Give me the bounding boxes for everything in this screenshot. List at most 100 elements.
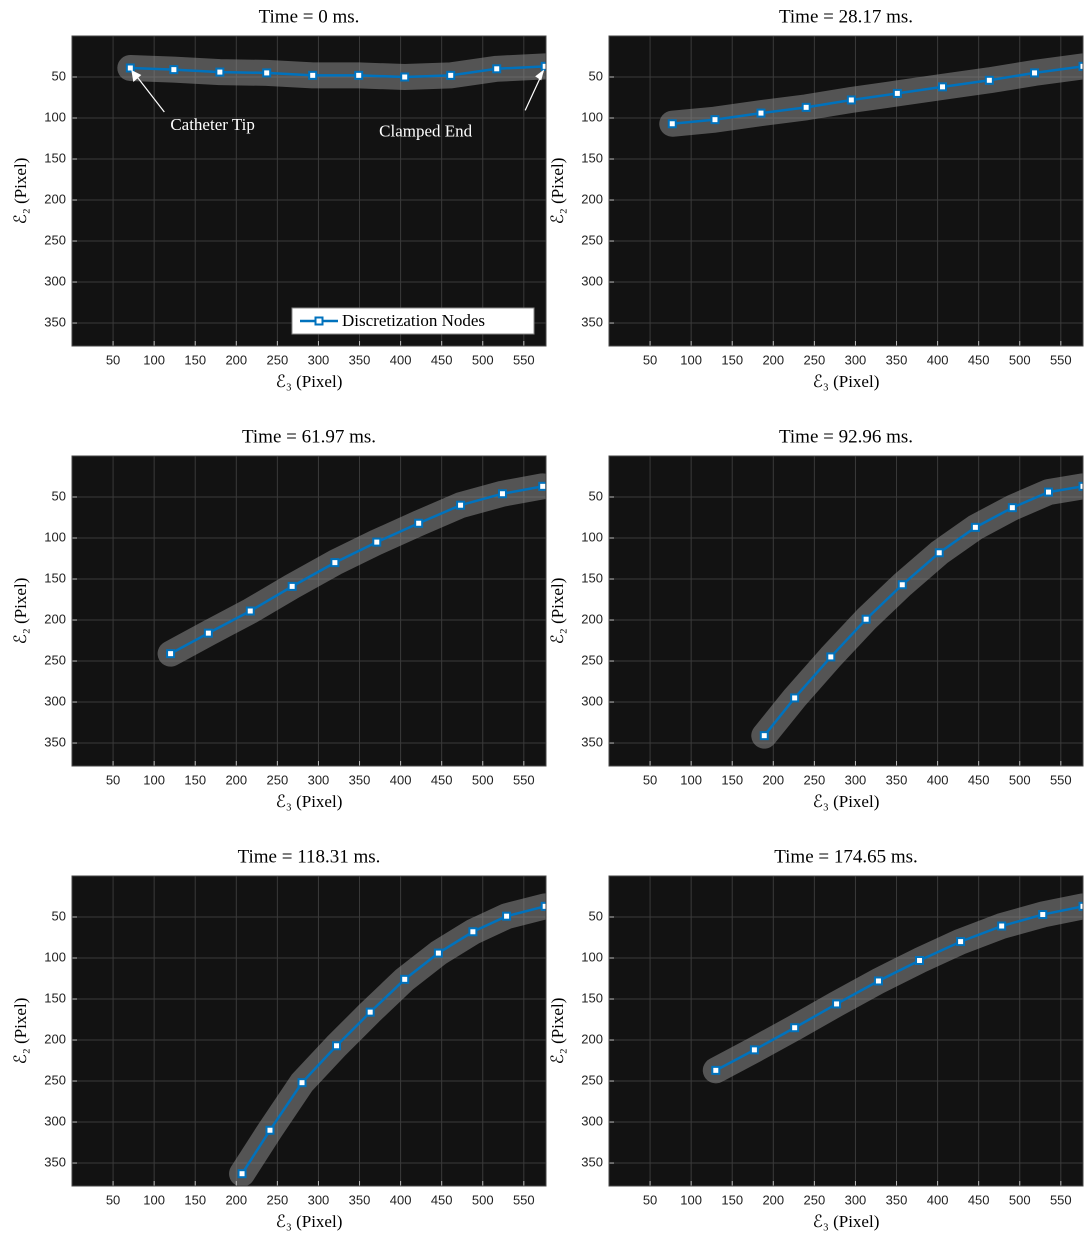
node-marker [373, 539, 380, 546]
node-marker [266, 1127, 273, 1134]
y-tick-label: 100 [581, 109, 603, 124]
node-marker [469, 928, 476, 935]
x-tick-label: 300 [845, 1192, 867, 1207]
x-tick-label: 450 [968, 1192, 990, 1207]
y-tick-label: 300 [581, 1113, 603, 1128]
node-marker [542, 63, 549, 70]
x-tick-label: 250 [267, 772, 289, 787]
node-marker [539, 483, 546, 490]
y-tick-label: 250 [581, 232, 603, 247]
y-tick-label: 250 [581, 1072, 603, 1087]
y-tick-label: 300 [44, 693, 66, 708]
x-tick-label: 450 [431, 352, 453, 367]
y-tick-label: 50 [52, 68, 66, 83]
y-tick-label: 150 [581, 150, 603, 165]
chart-title: Time = 61.97 ms. [242, 426, 376, 447]
node-marker [791, 1024, 798, 1031]
node-marker [957, 938, 964, 945]
x-tick-label: 450 [431, 772, 453, 787]
x-tick-label: 250 [804, 352, 826, 367]
node-marker [167, 650, 174, 657]
x-tick-label: 150 [184, 1192, 206, 1207]
node-marker [355, 72, 362, 79]
x-tick-label: 50 [643, 352, 657, 367]
node-marker [435, 950, 442, 957]
chart-title: Time = 0 ms. [259, 6, 360, 27]
y-axis-label: ℰ₂ (Pixel) [11, 998, 30, 1065]
y-tick-label: 150 [581, 570, 603, 585]
x-tick-label: 250 [804, 1192, 826, 1207]
legend-marker [316, 318, 323, 325]
y-tick-label: 100 [44, 529, 66, 544]
x-tick-label: 500 [1009, 1192, 1031, 1207]
node-marker [367, 1009, 374, 1016]
x-axis-label: ℰ₃ (Pixel) [276, 1212, 343, 1231]
x-tick-label: 550 [513, 352, 535, 367]
x-axis-label: ℰ₃ (Pixel) [276, 792, 343, 811]
x-tick-label: 150 [721, 1192, 743, 1207]
node-marker [1039, 911, 1046, 918]
node-marker [216, 69, 223, 76]
legend-label: Discretization Nodes [342, 311, 485, 330]
y-tick-label: 150 [581, 990, 603, 1005]
x-tick-label: 100 [143, 352, 165, 367]
y-tick-label: 350 [581, 314, 603, 329]
x-tick-label: 200 [762, 1192, 784, 1207]
node-marker [331, 559, 338, 566]
node-marker [1045, 489, 1052, 496]
y-tick-label: 250 [44, 652, 66, 667]
node-marker [899, 581, 906, 588]
node-marker [827, 653, 834, 660]
y-tick-label: 350 [44, 314, 66, 329]
x-tick-label: 400 [927, 352, 949, 367]
x-tick-label: 250 [804, 772, 826, 787]
node-marker [289, 583, 296, 590]
x-tick-label: 300 [845, 352, 867, 367]
node-marker [936, 549, 943, 556]
x-tick-label: 400 [927, 772, 949, 787]
x-axis-label: ℰ₃ (Pixel) [813, 372, 880, 391]
y-tick-label: 350 [44, 1154, 66, 1169]
x-tick-label: 100 [680, 352, 702, 367]
figure: 50 100 150 200 250 300 350 400 450 500 550 50 100 150… [0, 0, 1092, 1237]
y-tick-label: 200 [581, 191, 603, 206]
x-tick-label: 100 [680, 1192, 702, 1207]
x-tick-label: 550 [1050, 1192, 1072, 1207]
x-tick-label: 50 [643, 772, 657, 787]
y-tick-label: 100 [581, 949, 603, 964]
node-marker [761, 732, 768, 739]
y-tick-label: 50 [52, 908, 66, 923]
x-tick-label: 200 [762, 772, 784, 787]
x-tick-label: 500 [1009, 772, 1031, 787]
x-tick-label: 100 [143, 1192, 165, 1207]
node-marker [863, 616, 870, 623]
x-tick-label: 300 [845, 772, 867, 787]
node-marker [542, 903, 549, 910]
y-tick-label: 50 [589, 488, 603, 503]
y-axis-label: ℰ₂ (Pixel) [548, 578, 567, 645]
y-tick-label: 100 [44, 109, 66, 124]
node-marker [986, 77, 993, 84]
x-tick-label: 250 [267, 1192, 289, 1207]
x-tick-label: 50 [106, 772, 120, 787]
x-tick-label: 150 [184, 772, 206, 787]
x-tick-label: 400 [390, 352, 412, 367]
y-tick-label: 200 [44, 611, 66, 626]
x-tick-label: 350 [349, 352, 371, 367]
node-marker [669, 120, 676, 127]
chart-title: Time = 174.65 ms. [774, 846, 918, 867]
y-tick-label: 150 [44, 150, 66, 165]
y-tick-label: 250 [44, 1072, 66, 1087]
annotation: Catheter Tip [170, 115, 255, 134]
node-marker [127, 64, 134, 71]
x-tick-label: 500 [472, 1192, 494, 1207]
y-tick-label: 50 [589, 908, 603, 923]
x-tick-label: 450 [431, 1192, 453, 1207]
x-tick-label: 100 [680, 772, 702, 787]
y-tick-label: 250 [44, 232, 66, 247]
x-tick-label: 400 [390, 772, 412, 787]
y-tick-label: 350 [581, 734, 603, 749]
y-tick-label: 300 [581, 273, 603, 288]
x-tick-label: 450 [968, 352, 990, 367]
node-marker [333, 1042, 340, 1049]
